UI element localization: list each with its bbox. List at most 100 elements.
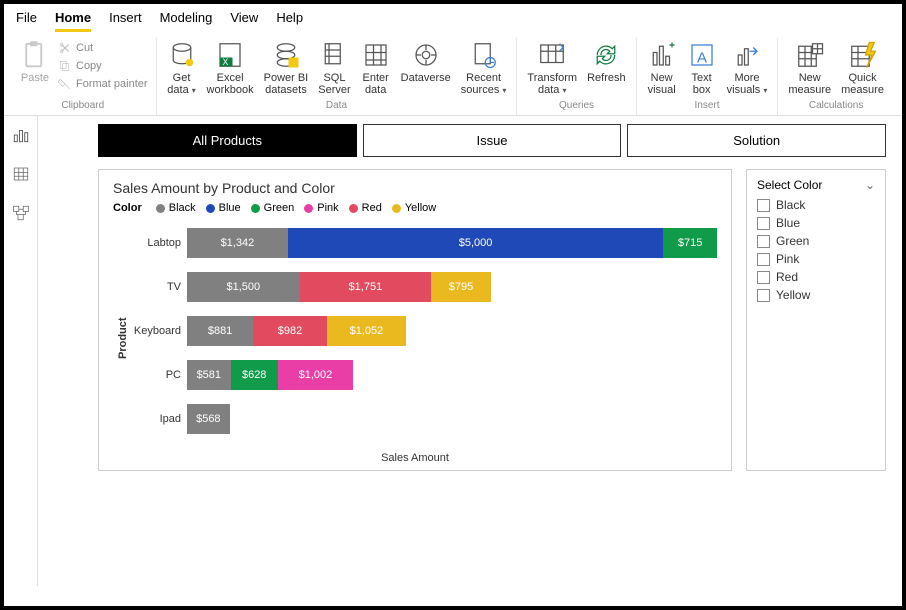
copy-icon xyxy=(58,59,72,73)
bar-category-label: Labtop xyxy=(129,237,187,249)
bar-category-label: TV xyxy=(129,281,187,293)
legend-item-blue[interactable]: Blue xyxy=(206,202,241,214)
bar-row-tv: TV$1,500$1,751$795 xyxy=(129,272,717,302)
bar-row-pc: PC$581$628$1,002 xyxy=(129,360,717,390)
ribbon: Paste Cut Copy Format painter Clipboard … xyxy=(4,34,902,116)
ribbon-group-data: Getdata ▾XExcelworkbookPower BIdatasetsS… xyxy=(157,38,518,115)
slicer-option-blue[interactable]: Blue xyxy=(757,216,875,230)
legend-item-black[interactable]: Black xyxy=(156,202,196,214)
menu-help[interactable]: Help xyxy=(276,10,303,32)
quick-measure-button[interactable]: Quickmeasure xyxy=(837,38,888,98)
power-bi-datasets-button[interactable]: Power BIdatasets xyxy=(260,38,313,98)
cut-button[interactable]: Cut xyxy=(56,40,150,56)
bar-segment[interactable]: $628 xyxy=(231,360,278,390)
menu-modeling[interactable]: Modeling xyxy=(160,10,213,32)
svg-text:A: A xyxy=(697,50,707,67)
bar-segment[interactable]: $5,000 xyxy=(288,228,664,258)
menubar: File Home Insert Modeling View Help xyxy=(4,4,902,34)
chart-title: Sales Amount by Product and Color xyxy=(113,180,717,196)
group-label-calc: Calculations xyxy=(809,98,863,115)
x-axis-label: Sales Amount xyxy=(113,452,717,464)
menu-file[interactable]: File xyxy=(16,10,37,32)
nav-tabs: All ProductsIssueSolution xyxy=(98,124,886,157)
bar-segment[interactable]: $795 xyxy=(431,272,491,302)
bar-row-labtop: Labtop$1,342$5,000$715 xyxy=(129,228,717,258)
bar-row-keyboard: Keyboard$881$982$1,052 xyxy=(129,316,717,346)
refresh--button[interactable]: Refresh xyxy=(583,38,630,98)
menu-home[interactable]: Home xyxy=(55,10,91,32)
paste-button[interactable]: Paste xyxy=(16,38,54,98)
report-view-icon[interactable] xyxy=(12,126,30,147)
checkbox-icon xyxy=(757,199,770,212)
group-label-clipboard: Clipboard xyxy=(61,98,104,115)
nav-tab-solution[interactable]: Solution xyxy=(627,124,886,157)
slicer-option-pink[interactable]: Pink xyxy=(757,252,875,266)
legend-item-red[interactable]: Red xyxy=(349,202,382,214)
bar-segment[interactable]: $982 xyxy=(253,316,327,346)
nav-tab-all-products[interactable]: All Products xyxy=(98,124,357,157)
ribbon-group-clipboard: Paste Cut Copy Format painter Clipboard xyxy=(10,38,157,115)
bar-category-label: Ipad xyxy=(129,413,187,425)
transform-data-button[interactable]: Transformdata ▾ xyxy=(523,38,581,98)
recent-sources-button[interactable]: Recentsources ▾ xyxy=(457,38,511,98)
cut-icon xyxy=(58,41,72,55)
sql-server-button[interactable]: SQLServer xyxy=(314,38,354,98)
checkbox-icon xyxy=(757,253,770,266)
slicer-title: Select Color xyxy=(757,178,822,192)
checkbox-icon xyxy=(757,271,770,284)
bar-segment[interactable]: $581 xyxy=(187,360,231,390)
menu-insert[interactable]: Insert xyxy=(109,10,142,32)
format-painter-button[interactable]: Format painter xyxy=(56,76,150,92)
bar-segment[interactable]: $1,342 xyxy=(187,228,288,258)
bar-segment[interactable]: $1,052 xyxy=(327,316,406,346)
bar-row-ipad: Ipad$568 xyxy=(129,404,717,434)
ribbon-group-insert: NewvisualATextboxMorevisuals ▾ Insert xyxy=(637,38,779,115)
get-data-button[interactable]: Getdata ▾ xyxy=(163,38,201,98)
brush-icon xyxy=(58,77,72,91)
group-label-data: Data xyxy=(326,98,347,115)
data-view-icon[interactable] xyxy=(12,165,30,186)
view-switcher xyxy=(4,116,38,586)
bar-segment[interactable]: $1,500 xyxy=(187,272,300,302)
slicer-option-red[interactable]: Red xyxy=(757,270,875,284)
slicer-option-yellow[interactable]: Yellow xyxy=(757,288,875,302)
group-label-queries: Queries xyxy=(559,98,594,115)
bar-segment[interactable]: $715 xyxy=(663,228,717,258)
group-label-insert: Insert xyxy=(694,98,719,115)
checkbox-icon xyxy=(757,289,770,302)
report-canvas: All ProductsIssueSolution Sales Amount b… xyxy=(38,116,902,586)
svg-text:X: X xyxy=(223,57,229,67)
slicer-option-green[interactable]: Green xyxy=(757,234,875,248)
slicer-option-black[interactable]: Black xyxy=(757,198,875,212)
new-measure-button[interactable]: Newmeasure xyxy=(784,38,835,98)
ribbon-group-queries: Transformdata ▾Refresh Queries xyxy=(517,38,636,115)
bar-segment[interactable]: $568 xyxy=(187,404,230,434)
model-view-icon[interactable] xyxy=(12,204,30,225)
ribbon-group-calc: NewmeasureQuickmeasure Calculations xyxy=(778,38,894,115)
bar-segment[interactable]: $1,002 xyxy=(278,360,353,390)
slicer-visual[interactable]: Select Color ⌄ Black Blue Green Pink Red Yell… xyxy=(746,169,886,471)
chevron-down-icon[interactable]: ⌄ xyxy=(865,178,875,192)
new-visual-button[interactable]: Newvisual xyxy=(643,38,681,98)
enter-data-button[interactable]: Enterdata xyxy=(357,38,395,98)
bar-category-label: PC xyxy=(129,369,187,381)
more-visuals-button[interactable]: Morevisuals ▾ xyxy=(723,38,772,98)
copy-button[interactable]: Copy xyxy=(56,58,150,74)
bar-segment[interactable]: $881 xyxy=(187,316,253,346)
chart-visual[interactable]: Sales Amount by Product and Color ColorB… xyxy=(98,169,732,471)
legend-item-green[interactable]: Green xyxy=(251,202,295,214)
legend-item-pink[interactable]: Pink xyxy=(304,202,338,214)
chart-legend: ColorBlackBlueGreenPinkRedYellow xyxy=(113,202,717,214)
excel-workbook-button[interactable]: XExcelworkbook xyxy=(203,38,258,98)
y-axis-label: Product xyxy=(113,228,129,448)
checkbox-icon xyxy=(757,235,770,248)
menu-view[interactable]: View xyxy=(230,10,258,32)
bar-segment[interactable]: $1,751 xyxy=(300,272,432,302)
nav-tab-issue[interactable]: Issue xyxy=(363,124,622,157)
text-box-button[interactable]: ATextbox xyxy=(683,38,721,98)
legend-item-yellow[interactable]: Yellow xyxy=(392,202,436,214)
paste-icon xyxy=(20,40,50,70)
checkbox-icon xyxy=(757,217,770,230)
dataverse--button[interactable]: Dataverse xyxy=(397,38,455,98)
bar-category-label: Keyboard xyxy=(129,325,187,337)
